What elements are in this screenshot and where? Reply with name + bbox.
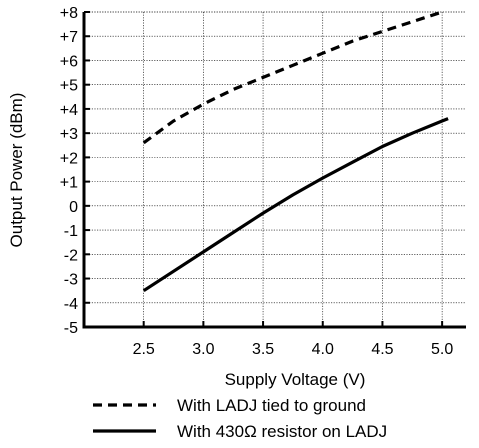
legend: With LADJ tied to ground With 430Ω resist… <box>93 396 387 441</box>
y-tick-label: +7 <box>60 29 78 46</box>
x-tick-label: 5.0 <box>431 341 453 358</box>
x-tick-label: 4.5 <box>371 341 393 358</box>
axes <box>82 11 466 329</box>
y-tick-label: -3 <box>64 272 78 289</box>
series-line-1 <box>142 10 443 145</box>
legend-label-2: With 430Ω resistor on LADJ <box>177 422 387 441</box>
y-tick-label: +4 <box>60 102 78 119</box>
y-tick-labels: -5 -4 -3 -2 -1 0 +1 +2 +3 +4 +5 +6 +7 +8 <box>60 5 78 337</box>
y-axis-label: Output Power (dBm) <box>7 93 26 248</box>
y-tick-label: -1 <box>64 223 78 240</box>
y-tick-label: -4 <box>64 296 78 313</box>
y-tick-label: +3 <box>60 126 78 143</box>
y-tick-label: +5 <box>60 78 78 95</box>
x-axis-label: Supply Voltage (V) <box>225 370 366 389</box>
y-tick-label: +1 <box>60 175 78 192</box>
x-tick-label: 3.0 <box>192 341 214 358</box>
y-tick-label: -2 <box>64 247 78 264</box>
legend-label-1: With LADJ tied to ground <box>177 396 366 415</box>
grid <box>84 11 466 327</box>
y-tick-label: 0 <box>69 199 78 216</box>
y-tick-label: +2 <box>60 150 78 167</box>
x-tick-label: 2.5 <box>133 341 155 358</box>
x-tick-labels: 2.5 3.0 3.5 4.0 4.5 5.0 <box>133 341 454 358</box>
y-tick-label: +8 <box>60 5 78 22</box>
series-lines <box>142 10 449 293</box>
axis-frame <box>82 12 466 329</box>
x-tick-label: 4.0 <box>312 341 334 358</box>
x-tick-label: 3.5 <box>252 341 274 358</box>
y-tick-label: -5 <box>64 320 78 337</box>
y-tick-label: +6 <box>60 53 78 70</box>
series-line-2 <box>142 117 449 293</box>
